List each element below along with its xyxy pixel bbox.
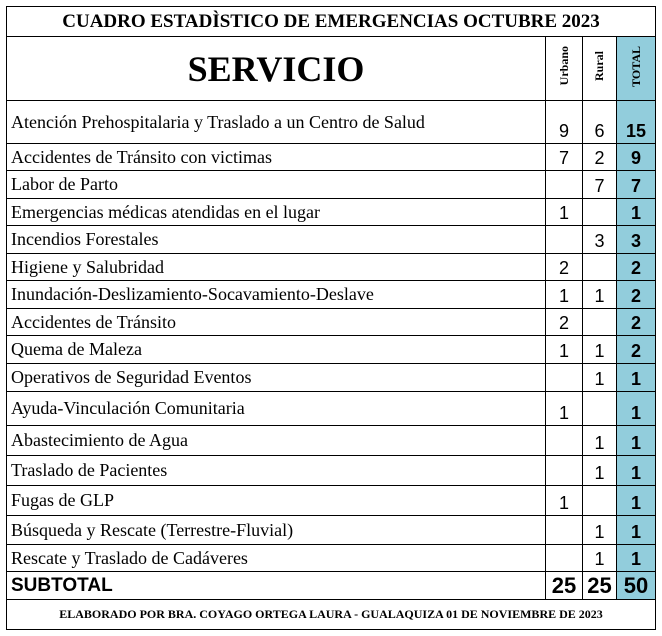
- total-value: 15: [615, 100, 657, 144]
- service-label: Higiene y Salubridad: [6, 253, 546, 281]
- footer-credit: ELABORADO POR BRA. COYAGO ORTEGA LAURA -…: [5, 599, 657, 630]
- table-row: Fugas de GLP 1 1: [6, 485, 657, 516]
- urbano-header-label: Urbano: [556, 46, 571, 86]
- servicio-header: SERVICIO: [6, 36, 546, 101]
- rural-value: 7: [582, 170, 617, 199]
- table-row: Ayuda-Vinculación Comunitaria 1 1: [6, 391, 657, 426]
- table-row: Atención Prehospitalaria y Traslado a un…: [6, 100, 657, 144]
- service-label: Emergencias médicas atendidas en el luga…: [6, 198, 546, 226]
- total-value: 1: [615, 425, 657, 456]
- urbano-value: 2: [545, 253, 583, 281]
- total-value: 2: [615, 335, 657, 364]
- subtotal-label: SUBTOTAL: [6, 571, 546, 600]
- table-row: Incendios Forestales 3 3: [6, 225, 657, 254]
- subtotal-total: 50: [615, 571, 657, 600]
- rural-value: 1: [582, 280, 617, 309]
- service-label: Rescate y Traslado de Cadáveres: [6, 544, 546, 572]
- rural-value: 1: [582, 515, 617, 545]
- table-row: Labor de Parto 7 7: [6, 170, 657, 199]
- total-value: 7: [615, 170, 657, 199]
- table-row: Operativos de Seguridad Eventos 1 1: [6, 363, 657, 392]
- rural-value: [582, 391, 617, 426]
- total-value: 1: [615, 198, 657, 226]
- service-label: Operativos de Seguridad Eventos: [6, 363, 546, 392]
- rural-value: 1: [582, 335, 617, 364]
- total-value: 1: [615, 391, 657, 426]
- emergency-statistics-table: CUADRO ESTADÌSTICO DE EMERGENCIAS OCTUBR…: [5, 6, 657, 630]
- rural-value: 6: [582, 100, 617, 144]
- rural-value: 1: [582, 455, 617, 486]
- total-value: 1: [615, 455, 657, 486]
- urbano-value: 2: [545, 308, 583, 336]
- total-value: 1: [615, 485, 657, 516]
- urbano-value: 1: [545, 485, 583, 516]
- total-value: 2: [615, 308, 657, 336]
- urbano-value: 9: [545, 100, 583, 144]
- rural-value: [582, 308, 617, 336]
- total-value: 1: [615, 515, 657, 545]
- urbano-value: 1: [545, 280, 583, 309]
- service-label: Traslado de Pacientes: [6, 455, 546, 486]
- rural-value: [582, 485, 617, 516]
- rural-header-label: Rural: [592, 51, 606, 81]
- rural-value: [582, 198, 617, 226]
- total-value: 1: [615, 363, 657, 392]
- service-label: Inundación-Deslizamiento-Socavamiento-De…: [6, 280, 546, 309]
- total-value: 9: [615, 143, 657, 171]
- table-row: Inundación-Deslizamiento-Socavamiento-De…: [6, 280, 657, 309]
- service-label: Abastecimiento de Agua: [6, 425, 546, 456]
- table-row: Abastecimiento de Agua 1 1: [6, 425, 657, 456]
- service-label: Búsqueda y Rescate (Terrestre-Fluvial): [6, 515, 546, 545]
- subtotal-urbano: 25: [545, 571, 583, 600]
- urbano-value: [545, 544, 583, 572]
- table-row: Rescate y Traslado de Cadáveres 1 1: [6, 544, 657, 572]
- urbano-value: [545, 515, 583, 545]
- table-row: Quema de Maleza 1 1 2: [6, 335, 657, 364]
- rural-value: 3: [582, 225, 617, 254]
- urbano-value: 1: [545, 335, 583, 364]
- urbano-value: [545, 225, 583, 254]
- total-value: 2: [615, 280, 657, 309]
- table-row: Traslado de Pacientes 1 1: [6, 455, 657, 486]
- rural-value: 2: [582, 143, 617, 171]
- service-label: Fugas de GLP: [6, 485, 546, 516]
- urbano-value: 1: [545, 391, 583, 426]
- total-header: TOTAL: [615, 36, 657, 101]
- subtotal-rural: 25: [582, 571, 617, 600]
- service-label: Atención Prehospitalaria y Traslado a un…: [6, 100, 546, 144]
- total-value: 2: [615, 253, 657, 281]
- table-title: CUADRO ESTADÌSTICO DE EMERGENCIAS OCTUBR…: [5, 6, 657, 37]
- urbano-value: 1: [545, 198, 583, 226]
- table-row: Emergencias médicas atendidas en el luga…: [6, 198, 657, 226]
- table-row: Accidentes de Tránsito con victimas 7 2 9: [6, 143, 657, 171]
- urbano-value: [545, 363, 583, 392]
- service-label: Incendios Forestales: [6, 225, 546, 254]
- rural-value: 1: [582, 425, 617, 456]
- service-label: Accidentes de Tránsito con victimas: [6, 143, 546, 171]
- urbano-value: 7: [545, 143, 583, 171]
- rural-header: Rural: [582, 36, 617, 101]
- service-label: Ayuda-Vinculación Comunitaria: [6, 391, 546, 426]
- total-value: 3: [615, 225, 657, 254]
- service-label: Quema de Maleza: [6, 335, 546, 364]
- urbano-value: [545, 455, 583, 486]
- rural-value: [582, 253, 617, 281]
- urbano-header: Urbano: [545, 36, 583, 101]
- service-label: Accidentes de Tránsito: [6, 308, 546, 336]
- total-header-label: TOTAL: [628, 45, 643, 87]
- rural-value: 1: [582, 363, 617, 392]
- rural-value: 1: [582, 544, 617, 572]
- urbano-value: [545, 425, 583, 456]
- service-label: Labor de Parto: [6, 170, 546, 199]
- table-row: Búsqueda y Rescate (Terrestre-Fluvial) 1 1: [6, 515, 657, 545]
- table-row: Higiene y Salubridad 2 2: [6, 253, 657, 281]
- table-row: Accidentes de Tránsito 2 2: [6, 308, 657, 336]
- total-value: 1: [615, 544, 657, 572]
- urbano-value: [545, 170, 583, 199]
